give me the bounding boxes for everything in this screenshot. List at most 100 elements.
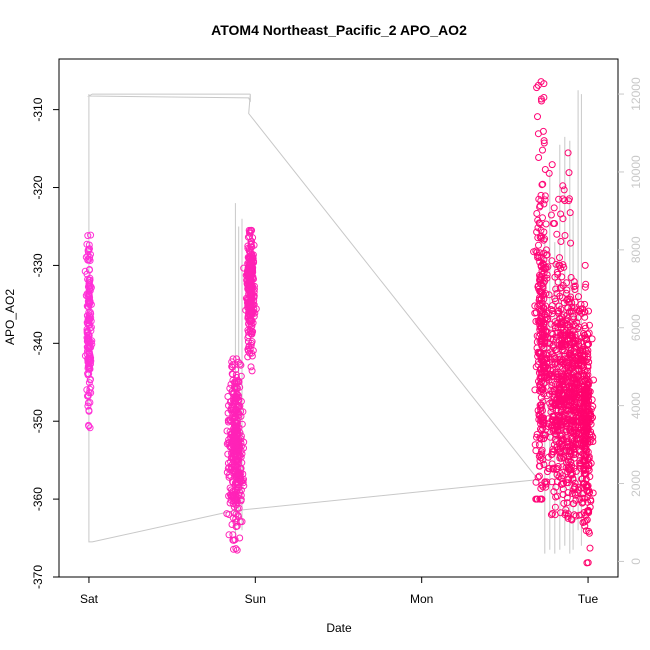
data-point bbox=[560, 479, 568, 487]
data-point bbox=[548, 302, 556, 310]
data-point bbox=[249, 347, 257, 355]
data-point bbox=[559, 331, 567, 339]
data-point bbox=[250, 294, 258, 301]
data-point bbox=[245, 260, 253, 268]
data-point bbox=[86, 385, 94, 393]
data-point bbox=[540, 274, 548, 282]
data-point bbox=[557, 284, 565, 292]
data-point bbox=[85, 370, 93, 378]
data-point bbox=[552, 493, 560, 501]
data-point bbox=[548, 382, 556, 390]
data-point bbox=[239, 408, 247, 416]
data-point bbox=[579, 498, 587, 506]
data-point bbox=[87, 389, 95, 397]
data-point bbox=[84, 356, 92, 363]
data-point bbox=[563, 422, 571, 430]
data-point bbox=[229, 363, 236, 371]
data-point bbox=[87, 231, 95, 239]
data-point bbox=[537, 485, 545, 492]
data-point bbox=[536, 451, 544, 459]
data-point bbox=[246, 345, 254, 353]
data-point bbox=[563, 494, 571, 502]
data-point bbox=[85, 241, 93, 249]
data-point bbox=[559, 472, 566, 480]
data-point bbox=[583, 483, 591, 491]
data-point bbox=[85, 357, 93, 365]
data-point bbox=[238, 420, 246, 428]
series-points-layer bbox=[81, 78, 597, 567]
data-point bbox=[230, 545, 237, 553]
data-point bbox=[566, 331, 574, 339]
data-point bbox=[555, 387, 563, 395]
data-point bbox=[577, 410, 585, 418]
data-point bbox=[581, 353, 589, 361]
data-point bbox=[569, 392, 577, 400]
data-point bbox=[555, 195, 563, 203]
data-point bbox=[557, 448, 564, 456]
data-point bbox=[537, 234, 545, 242]
data-point bbox=[558, 480, 566, 488]
data-point bbox=[562, 509, 569, 517]
data-point bbox=[86, 279, 93, 286]
data-point bbox=[85, 276, 93, 284]
data-point bbox=[566, 340, 574, 348]
data-point bbox=[537, 191, 545, 199]
data-point bbox=[532, 447, 540, 455]
data-point bbox=[547, 386, 555, 394]
x-tick-label: Tue bbox=[578, 592, 599, 606]
data-point bbox=[539, 146, 546, 154]
data-point bbox=[571, 489, 579, 497]
data-point bbox=[562, 464, 570, 472]
data-point bbox=[234, 479, 242, 486]
data-point bbox=[568, 490, 576, 497]
data-point bbox=[535, 472, 543, 480]
data-point bbox=[244, 338, 252, 346]
data-point bbox=[534, 224, 542, 232]
data-point bbox=[538, 495, 546, 503]
y2-tick-label: 8000 bbox=[629, 236, 643, 263]
data-point bbox=[83, 350, 91, 358]
data-point bbox=[559, 463, 567, 471]
data-point bbox=[532, 309, 540, 317]
data-point bbox=[231, 398, 239, 406]
data-point bbox=[540, 137, 548, 145]
data-point bbox=[584, 362, 592, 370]
data-point bbox=[538, 281, 546, 289]
data-point bbox=[559, 182, 567, 190]
data-point bbox=[225, 531, 233, 539]
data-point bbox=[536, 288, 544, 296]
data-point bbox=[540, 461, 548, 468]
data-point bbox=[567, 274, 575, 281]
data-point bbox=[569, 476, 577, 484]
data-point bbox=[228, 388, 236, 396]
data-point bbox=[556, 431, 564, 439]
data-point bbox=[581, 410, 588, 418]
data-point bbox=[246, 321, 254, 329]
data-point bbox=[247, 238, 255, 246]
data-point bbox=[574, 314, 582, 322]
data-point bbox=[549, 335, 557, 343]
data-point bbox=[571, 331, 579, 339]
data-point bbox=[247, 288, 255, 296]
data-point bbox=[550, 204, 558, 212]
data-point bbox=[534, 283, 542, 291]
data-point bbox=[543, 274, 551, 282]
data-point bbox=[575, 340, 583, 348]
data-point bbox=[580, 451, 588, 459]
data-point bbox=[247, 226, 255, 234]
data-point bbox=[538, 97, 545, 105]
data-point bbox=[551, 390, 558, 398]
data-point bbox=[534, 216, 542, 224]
data-point bbox=[236, 518, 244, 526]
data-point bbox=[542, 246, 550, 254]
data-point bbox=[232, 394, 240, 402]
data-point bbox=[547, 320, 555, 328]
data-point bbox=[233, 378, 240, 385]
data-point bbox=[544, 468, 551, 476]
data-point bbox=[558, 294, 566, 302]
data-point bbox=[586, 544, 594, 552]
data-point bbox=[548, 510, 556, 517]
data-point bbox=[540, 139, 548, 147]
data-point bbox=[541, 235, 549, 243]
x-tick-label: Sat bbox=[80, 592, 99, 606]
